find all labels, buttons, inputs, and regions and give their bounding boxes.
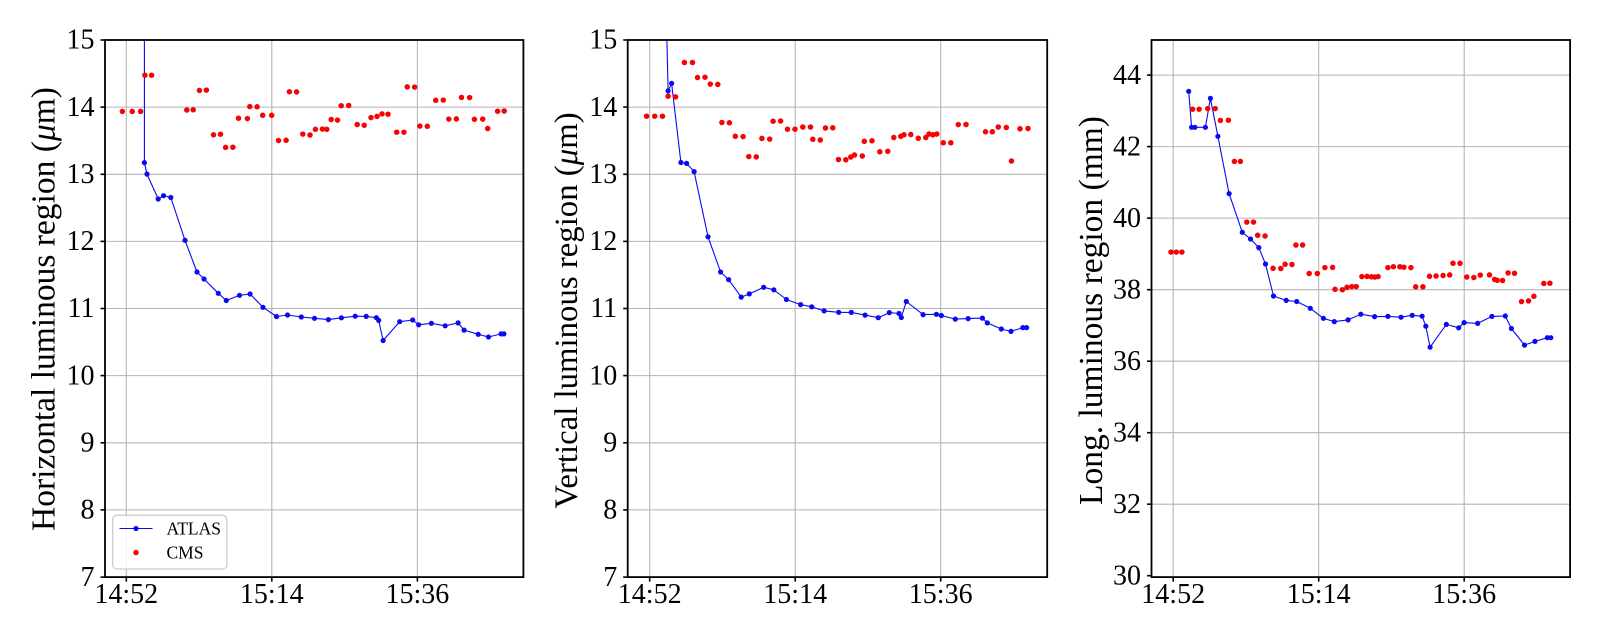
svg-text:13: 13 [589, 159, 617, 190]
svg-text:14:52: 14:52 [618, 579, 682, 610]
svg-text:12: 12 [589, 226, 617, 257]
svg-text:11: 11 [68, 293, 95, 324]
svg-text:13: 13 [67, 159, 95, 190]
svg-text:15:36: 15:36 [386, 579, 450, 610]
svg-text:10: 10 [67, 360, 95, 391]
svg-text:15: 15 [67, 25, 95, 56]
svg-text:ATLAS: ATLAS [167, 518, 221, 538]
svg-text:36: 36 [1113, 346, 1141, 377]
svg-text:14: 14 [589, 92, 617, 123]
svg-text:7: 7 [81, 562, 95, 593]
svg-text:15:14: 15:14 [240, 579, 304, 610]
svg-text:34: 34 [1113, 417, 1141, 448]
svg-text:32: 32 [1113, 489, 1141, 520]
svg-text:15:36: 15:36 [1432, 579, 1496, 610]
svg-text:42: 42 [1113, 131, 1141, 162]
svg-text:30: 30 [1113, 560, 1141, 591]
svg-text:10: 10 [589, 360, 617, 391]
svg-text:14: 14 [67, 92, 95, 123]
svg-text:9: 9 [603, 428, 617, 459]
svg-text:7: 7 [603, 562, 617, 593]
svg-text:15: 15 [589, 25, 617, 56]
svg-text:15:36: 15:36 [909, 579, 973, 610]
svg-text:Horizontal luminous region (μm: Horizontal luminous region (μm) [26, 87, 63, 531]
svg-text:40: 40 [1113, 203, 1141, 234]
svg-text:CMS: CMS [167, 542, 204, 562]
svg-text:15:14: 15:14 [763, 579, 827, 610]
svg-text:12: 12 [67, 226, 95, 257]
svg-text:Vertical luminous region (μm): Vertical luminous region (μm) [549, 112, 585, 508]
svg-text:11: 11 [590, 293, 617, 324]
svg-text:14:52: 14:52 [1141, 579, 1205, 610]
svg-text:38: 38 [1113, 274, 1141, 305]
svg-text:44: 44 [1113, 60, 1141, 91]
svg-text:9: 9 [81, 428, 95, 459]
svg-text:8: 8 [81, 495, 95, 526]
svg-text:15:14: 15:14 [1287, 579, 1351, 610]
svg-text:Long. luminous region (mm): Long. luminous region (mm) [1073, 116, 1110, 505]
svg-text:8: 8 [603, 495, 617, 526]
svg-text:14:52: 14:52 [94, 579, 158, 610]
